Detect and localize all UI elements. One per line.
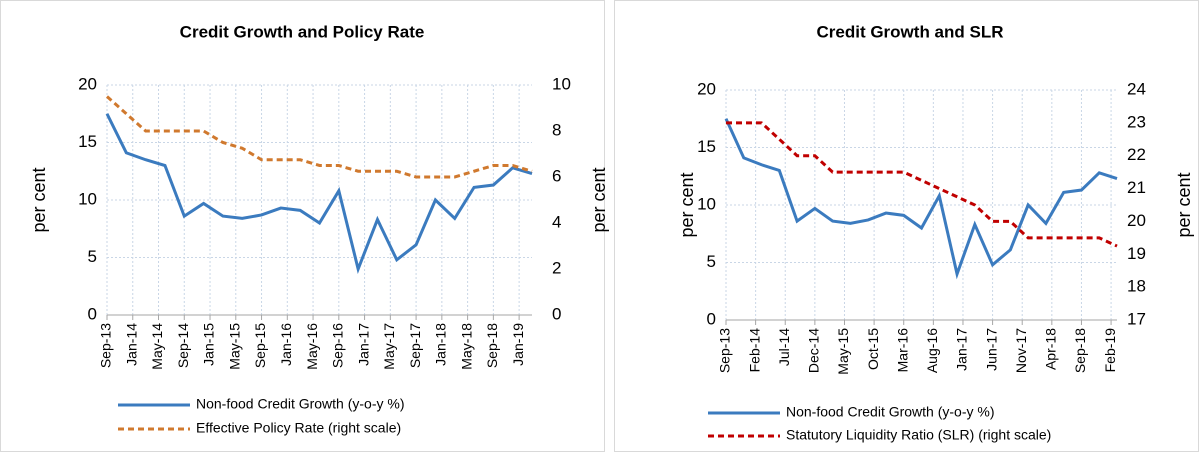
x-tick-label: Sep-15: [252, 323, 268, 368]
x-tick-label: Jan-15: [201, 323, 217, 366]
y-tick-label: 15: [697, 137, 716, 156]
x-tick-label: Sep-13: [98, 323, 114, 368]
y2-tick-label: 20: [1127, 211, 1146, 230]
chart-title: Credit Growth and Policy Rate: [180, 22, 425, 41]
panel-border: [0, 0, 605, 452]
y2-tick-label: 24: [1127, 79, 1146, 98]
x-tick-label: May-17: [381, 323, 397, 370]
y-tick-label: 20: [697, 79, 716, 98]
x-tick-label: Aug-16: [924, 328, 940, 373]
y-tick-label: 0: [707, 309, 716, 328]
y-tick-label: 20: [78, 74, 97, 93]
y-tick-label: 5: [707, 252, 716, 271]
series-line: [105, 113, 533, 274]
series-line: [724, 118, 1118, 280]
x-tick-label: Sep-18: [484, 323, 500, 368]
x-tick-label: May-18: [458, 323, 474, 370]
x-tick-label: Jan-19: [510, 323, 526, 366]
y2-axis-label: per cent: [589, 167, 609, 232]
y2-tick-label: 22: [1127, 145, 1146, 164]
x-tick-label: Jan-17: [355, 323, 371, 366]
legend-label: Statutory Liquidity Ratio (SLR) (right s…: [786, 427, 1051, 443]
y2-tick-label: 2: [552, 258, 561, 277]
chart-title: Credit Growth and SLR: [817, 22, 1004, 41]
x-tick-label: Jul-14: [776, 328, 792, 366]
y2-tick-label: 8: [552, 120, 561, 139]
x-tick-label: Feb-14: [746, 328, 762, 373]
y2-tick-label: 18: [1127, 277, 1146, 296]
y-axis-label: per cent: [29, 167, 49, 232]
x-tick-label: Jun-17: [983, 328, 999, 371]
x-tick-label: Sep-17: [407, 323, 423, 368]
x-tick-label: Feb-19: [1102, 328, 1118, 373]
x-tick-label: May-16: [304, 323, 320, 370]
x-tick-label: Sep-13: [717, 328, 733, 373]
series-line: [106, 95, 533, 179]
x-tick-label: May-15: [835, 328, 851, 375]
y2-tick-label: 21: [1127, 178, 1146, 197]
y2-tick-label: 0: [552, 304, 561, 323]
legend-label: Non-food Credit Growth (y-o-y %): [786, 404, 995, 420]
y-tick-label: 10: [697, 194, 716, 213]
x-tick-label: Sep-18: [1072, 328, 1088, 373]
x-tick-label: Jan-16: [278, 323, 294, 366]
y2-tick-label: 19: [1127, 244, 1146, 263]
x-tick-label: May-14: [149, 323, 165, 370]
y2-axis-label: per cent: [1174, 172, 1194, 237]
y2-tick-label: 10: [552, 74, 571, 93]
x-tick-label: Jan-17: [954, 328, 970, 371]
x-tick-label: Nov-17: [1013, 328, 1029, 373]
x-tick-label: May-15: [226, 323, 242, 370]
y-tick-label: 15: [78, 132, 97, 151]
x-tick-label: Mar-16: [894, 328, 910, 373]
y2-tick-label: 17: [1127, 309, 1146, 328]
y2-tick-label: 6: [552, 166, 561, 185]
y-tick-label: 5: [88, 247, 97, 266]
y-tick-label: 0: [88, 304, 97, 323]
y2-tick-label: 4: [552, 212, 561, 231]
x-tick-label: Jan-14: [123, 323, 139, 366]
x-tick-label: Sep-16: [330, 323, 346, 368]
legend-label: Non-food Credit Growth (y-o-y %): [196, 396, 405, 412]
y-axis-label: per cent: [677, 172, 697, 237]
legend-label: Effective Policy Rate (right scale): [196, 420, 401, 436]
x-tick-label: Jan-18: [433, 323, 449, 366]
x-tick-label: Dec-14: [806, 328, 822, 373]
x-tick-label: Sep-14: [175, 323, 191, 368]
y2-tick-label: 23: [1127, 112, 1146, 131]
y-tick-label: 10: [78, 189, 97, 208]
series-line: [726, 121, 1118, 248]
x-tick-label: Oct-15: [865, 328, 881, 370]
x-tick-label: Apr-18: [1043, 328, 1059, 370]
